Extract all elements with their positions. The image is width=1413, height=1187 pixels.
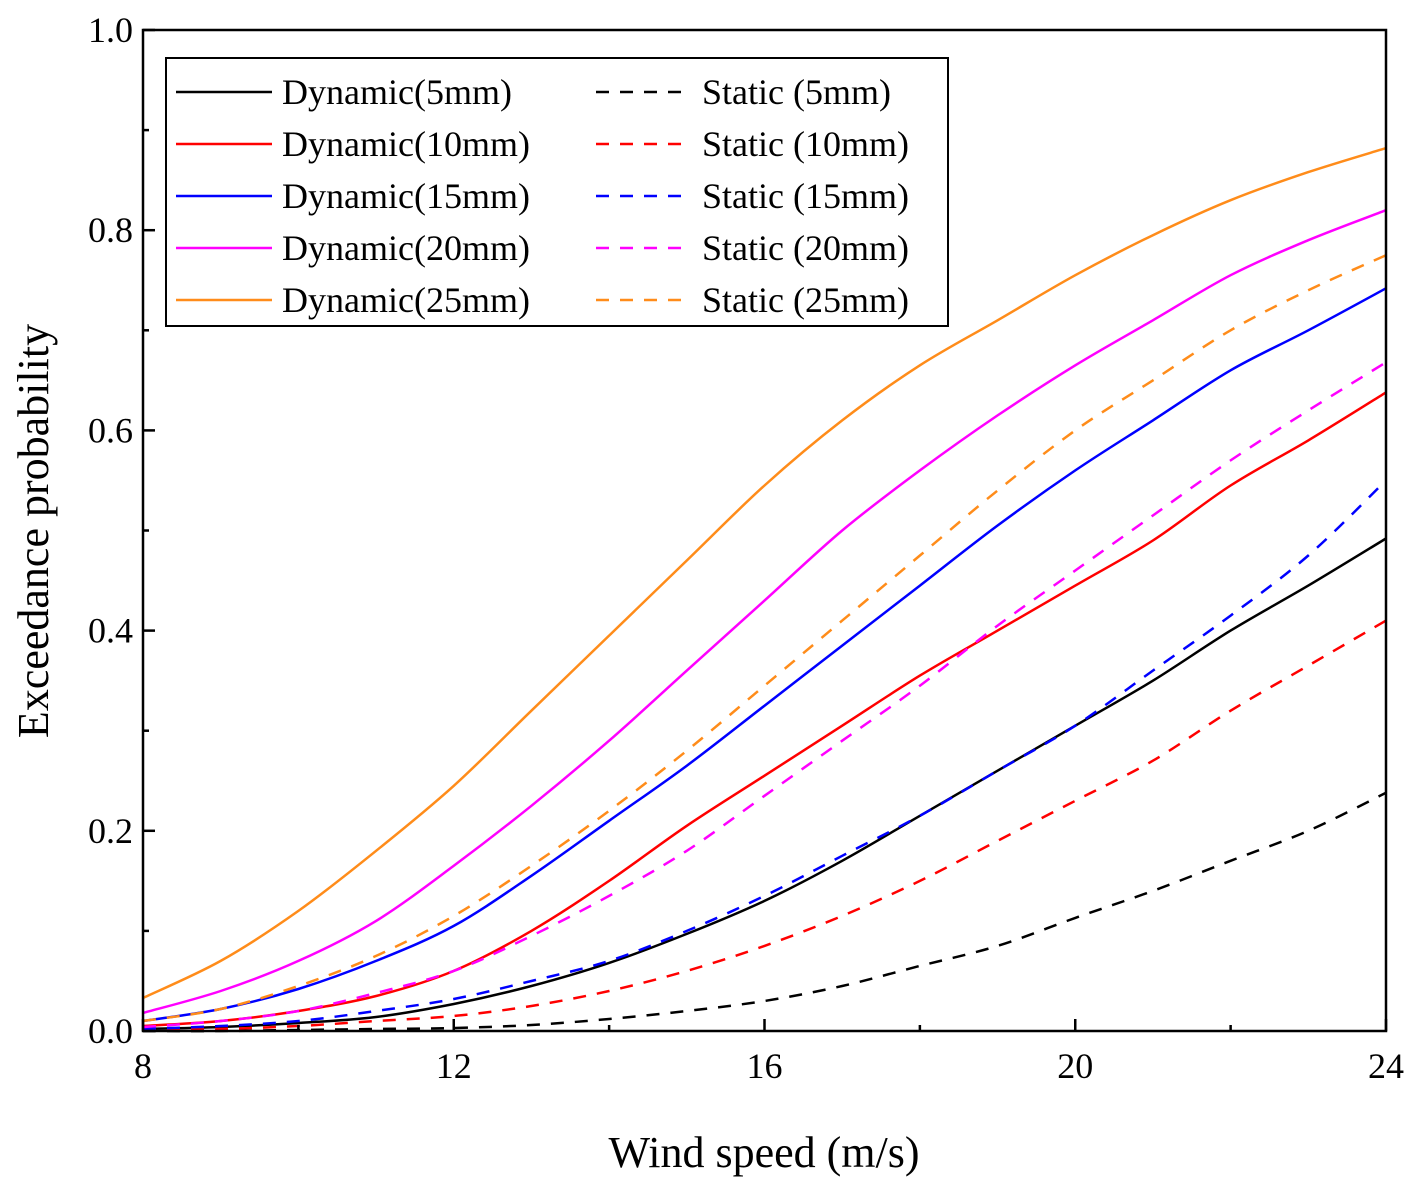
series-line-7 bbox=[142, 209, 1387, 1015]
y-tick-label: 0.0 bbox=[88, 1011, 133, 1051]
legend: Dynamic(5mm) Dynamic(10mm) Dynamic(15mm) Dy… bbox=[165, 57, 949, 327]
legend-box bbox=[165, 57, 949, 327]
legend-label: Static (25mm) bbox=[702, 280, 909, 320]
legend-label: Dynamic(5mm) bbox=[282, 72, 512, 112]
legend-label: Static (10mm) bbox=[702, 124, 909, 164]
series-line-1 bbox=[142, 537, 1387, 1031]
legend-label: Dynamic(20mm) bbox=[282, 228, 530, 268]
series-line-4 bbox=[142, 619, 1387, 1032]
legend-label: Static (15mm) bbox=[702, 176, 909, 216]
ticks-layer: 8 12 16 20 24 0.0 0.2 0.4 0.6 0.8 1.0 bbox=[88, 10, 1404, 1086]
y-tick-label: 0.2 bbox=[88, 811, 133, 851]
x-tick-label: 16 bbox=[747, 1046, 783, 1086]
legend-label: Dynamic(10mm) bbox=[282, 124, 530, 164]
series-layer bbox=[142, 146, 1387, 1033]
series-line-8 bbox=[142, 361, 1387, 1029]
series-line-6 bbox=[142, 479, 1387, 1031]
x-tick-label: 8 bbox=[134, 1046, 152, 1086]
series-line-2 bbox=[142, 791, 1387, 1033]
series-line-9 bbox=[142, 146, 1387, 1000]
x-tick-label: 12 bbox=[436, 1046, 472, 1086]
y-tick-label: 1.0 bbox=[88, 10, 133, 50]
y-tick-label: 0.4 bbox=[88, 611, 133, 651]
x-axis-title: Wind speed (m/s) bbox=[608, 1128, 919, 1177]
legend-label: Dynamic(15mm) bbox=[282, 176, 530, 216]
x-tick-label: 24 bbox=[1368, 1046, 1404, 1086]
series-line-3 bbox=[142, 391, 1387, 1028]
y-tick-label: 0.8 bbox=[88, 210, 133, 250]
y-axis-title: Exceedance probability bbox=[9, 324, 58, 738]
legend-label: Static (20mm) bbox=[702, 228, 909, 268]
y-tick-label: 0.6 bbox=[88, 410, 133, 450]
x-tick-label: 20 bbox=[1057, 1046, 1093, 1086]
series-line-5 bbox=[142, 287, 1387, 1023]
legend-label: Dynamic(25mm) bbox=[282, 280, 530, 320]
series-line-10 bbox=[142, 254, 1387, 1023]
legend-label: Static (5mm) bbox=[702, 72, 891, 112]
